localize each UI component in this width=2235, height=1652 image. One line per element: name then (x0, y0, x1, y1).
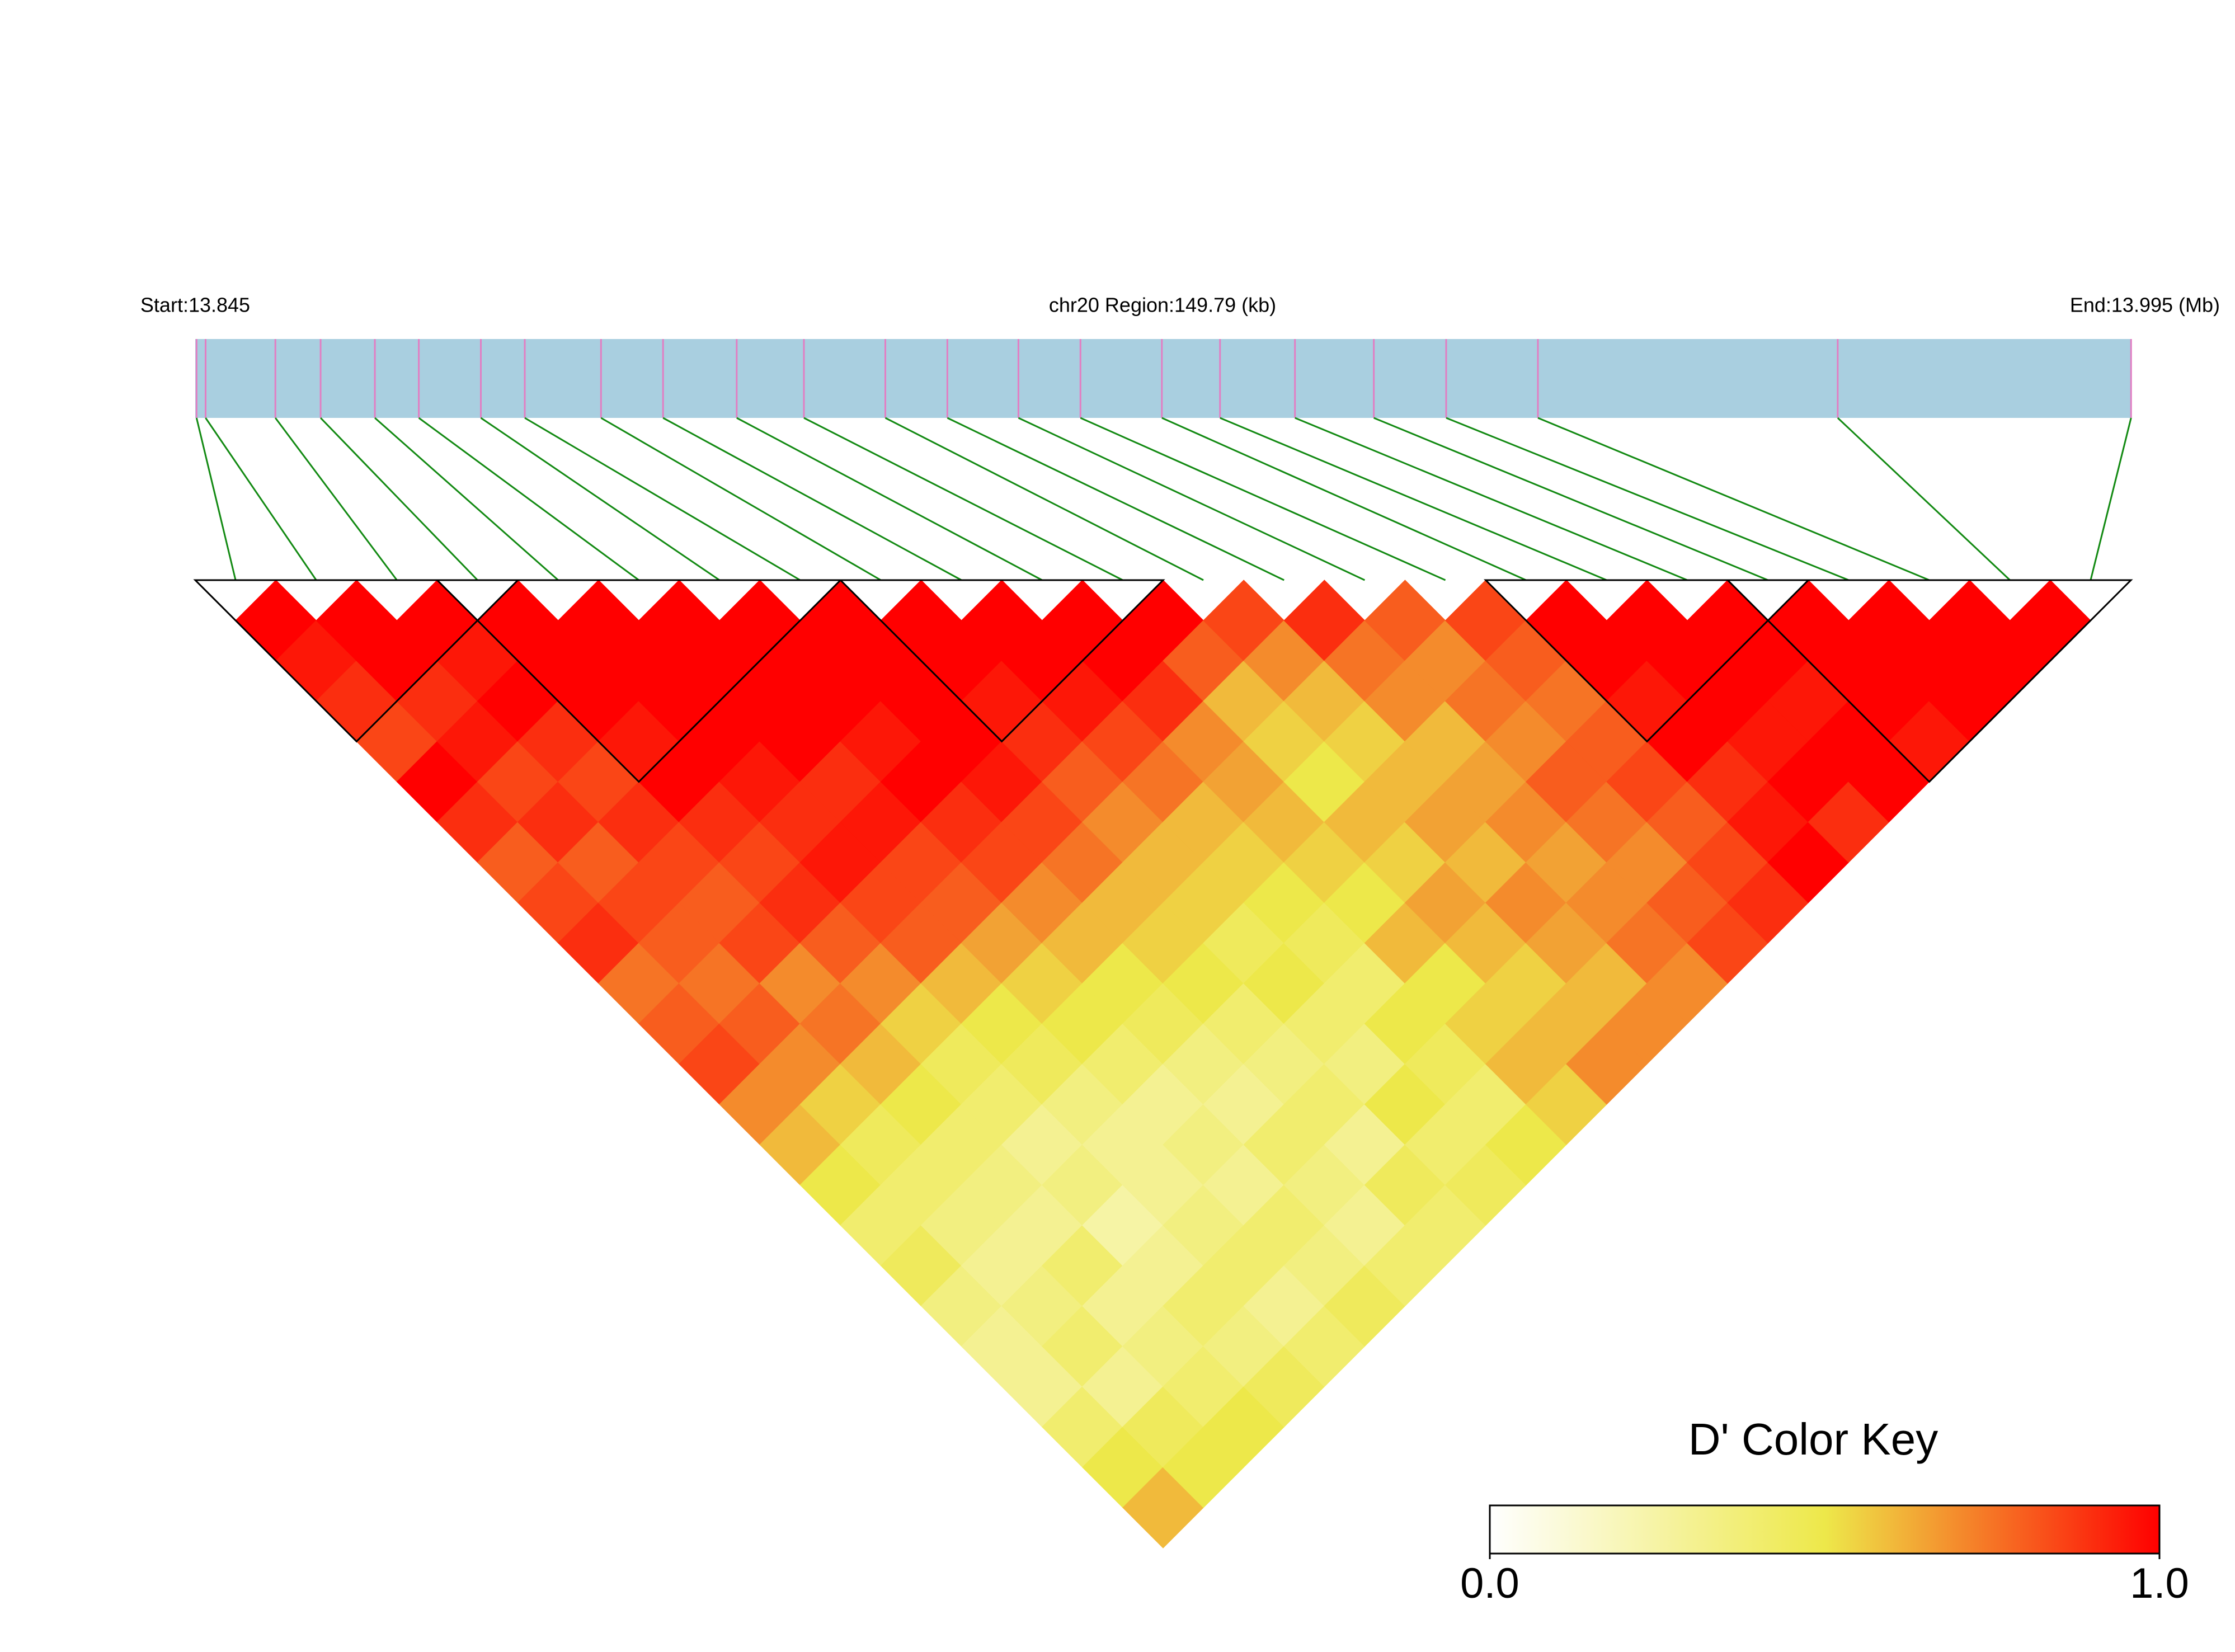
start-label: Start:13.845 (140, 294, 250, 317)
snp-connector (736, 417, 1043, 581)
snp-connector (275, 417, 398, 581)
end-label: End:13.995 (Mb) (2070, 294, 2220, 317)
snp-connector (2090, 417, 2132, 581)
snp-connector (1295, 417, 1688, 581)
position-bar (195, 339, 2131, 418)
snp-connector (947, 417, 1284, 581)
snp-connector (1018, 417, 1366, 581)
snp-connector (374, 417, 559, 581)
key-tick-label: 0.0 (1460, 1560, 1519, 1607)
snp-connector (418, 417, 639, 581)
snp-connector (600, 417, 882, 581)
snp-connector (1373, 417, 1768, 581)
snp-connector (195, 417, 237, 581)
ld-block (838, 579, 1165, 743)
snp-connector (480, 417, 720, 581)
snp-connector (1161, 417, 1527, 581)
ld-block (435, 579, 843, 783)
snp-connector (803, 417, 1123, 581)
snp-connector (1446, 417, 1849, 581)
snp-connector (1837, 417, 2011, 581)
key-title: D' Color Key (1688, 1414, 1938, 1464)
snp-connector (319, 417, 478, 581)
snp-connector (1537, 417, 1930, 581)
snp-connector (884, 417, 1204, 581)
snp-connector (662, 417, 962, 581)
region-label: chr20 Region:149.79 (kb) (1049, 294, 1276, 317)
snp-connector (524, 417, 801, 581)
ld-block (1484, 579, 1810, 743)
ld-block (193, 579, 520, 743)
snp-connector (1080, 417, 1446, 581)
ld-block (1725, 579, 2133, 783)
color-key (1489, 1504, 2161, 1555)
snp-connector (205, 417, 317, 581)
key-tick-label: 1.0 (2130, 1560, 2189, 1607)
snp-connector (1220, 417, 1607, 581)
heatmap (235, 580, 2091, 1549)
